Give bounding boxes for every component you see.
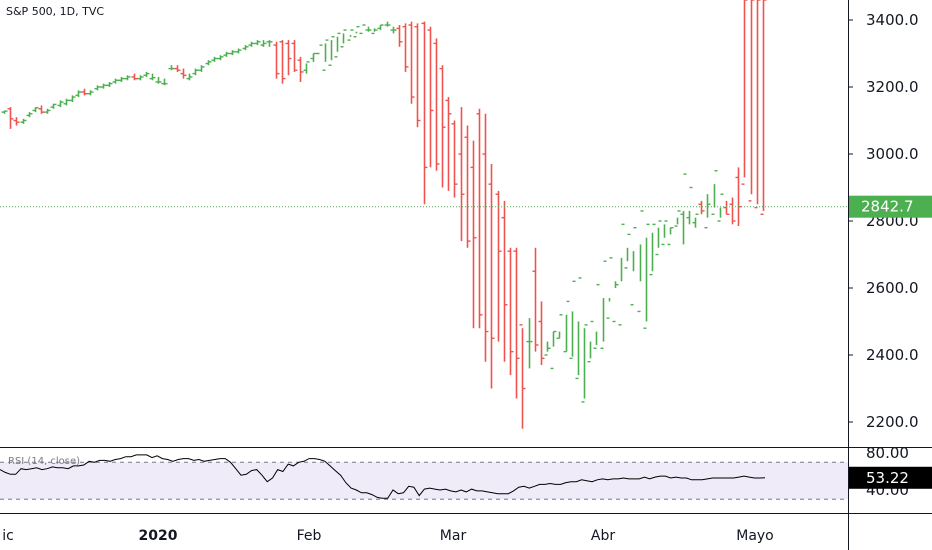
last-price-value: 2842.7 [861,198,914,216]
symbol-header[interactable]: S&P 500, 1D, TVC [6,5,105,18]
rsi-tick-label: 80.00 [866,444,909,462]
rsi-value-badge [849,466,932,489]
time-tick-label: Abr [591,528,615,544]
rsi-panel-label[interactable]: RSI (14, close) [8,456,81,467]
price-tick-label: 3000.0 [866,145,919,163]
price-tick-label: 3400.0 [866,11,919,29]
time-tick-label: Mayo [736,528,774,544]
price-tick-label: 3200.0 [866,78,919,96]
rsi-last-value: 53.22 [866,469,909,487]
time-tick-label: 2020 [139,528,178,544]
time-tick-label: Feb [297,528,322,544]
price-tick-label: 2200.0 [866,413,919,431]
time-tick-label: ic [2,528,14,544]
rsi-line [0,454,766,499]
price-tick-label: 2400.0 [866,346,919,364]
price-scale-panel [848,0,932,550]
price-tick-label: 2600.0 [866,279,919,297]
rsi-background-band [0,462,848,500]
last-price-badge [849,195,932,218]
time-tick-label: Mar [440,528,467,544]
